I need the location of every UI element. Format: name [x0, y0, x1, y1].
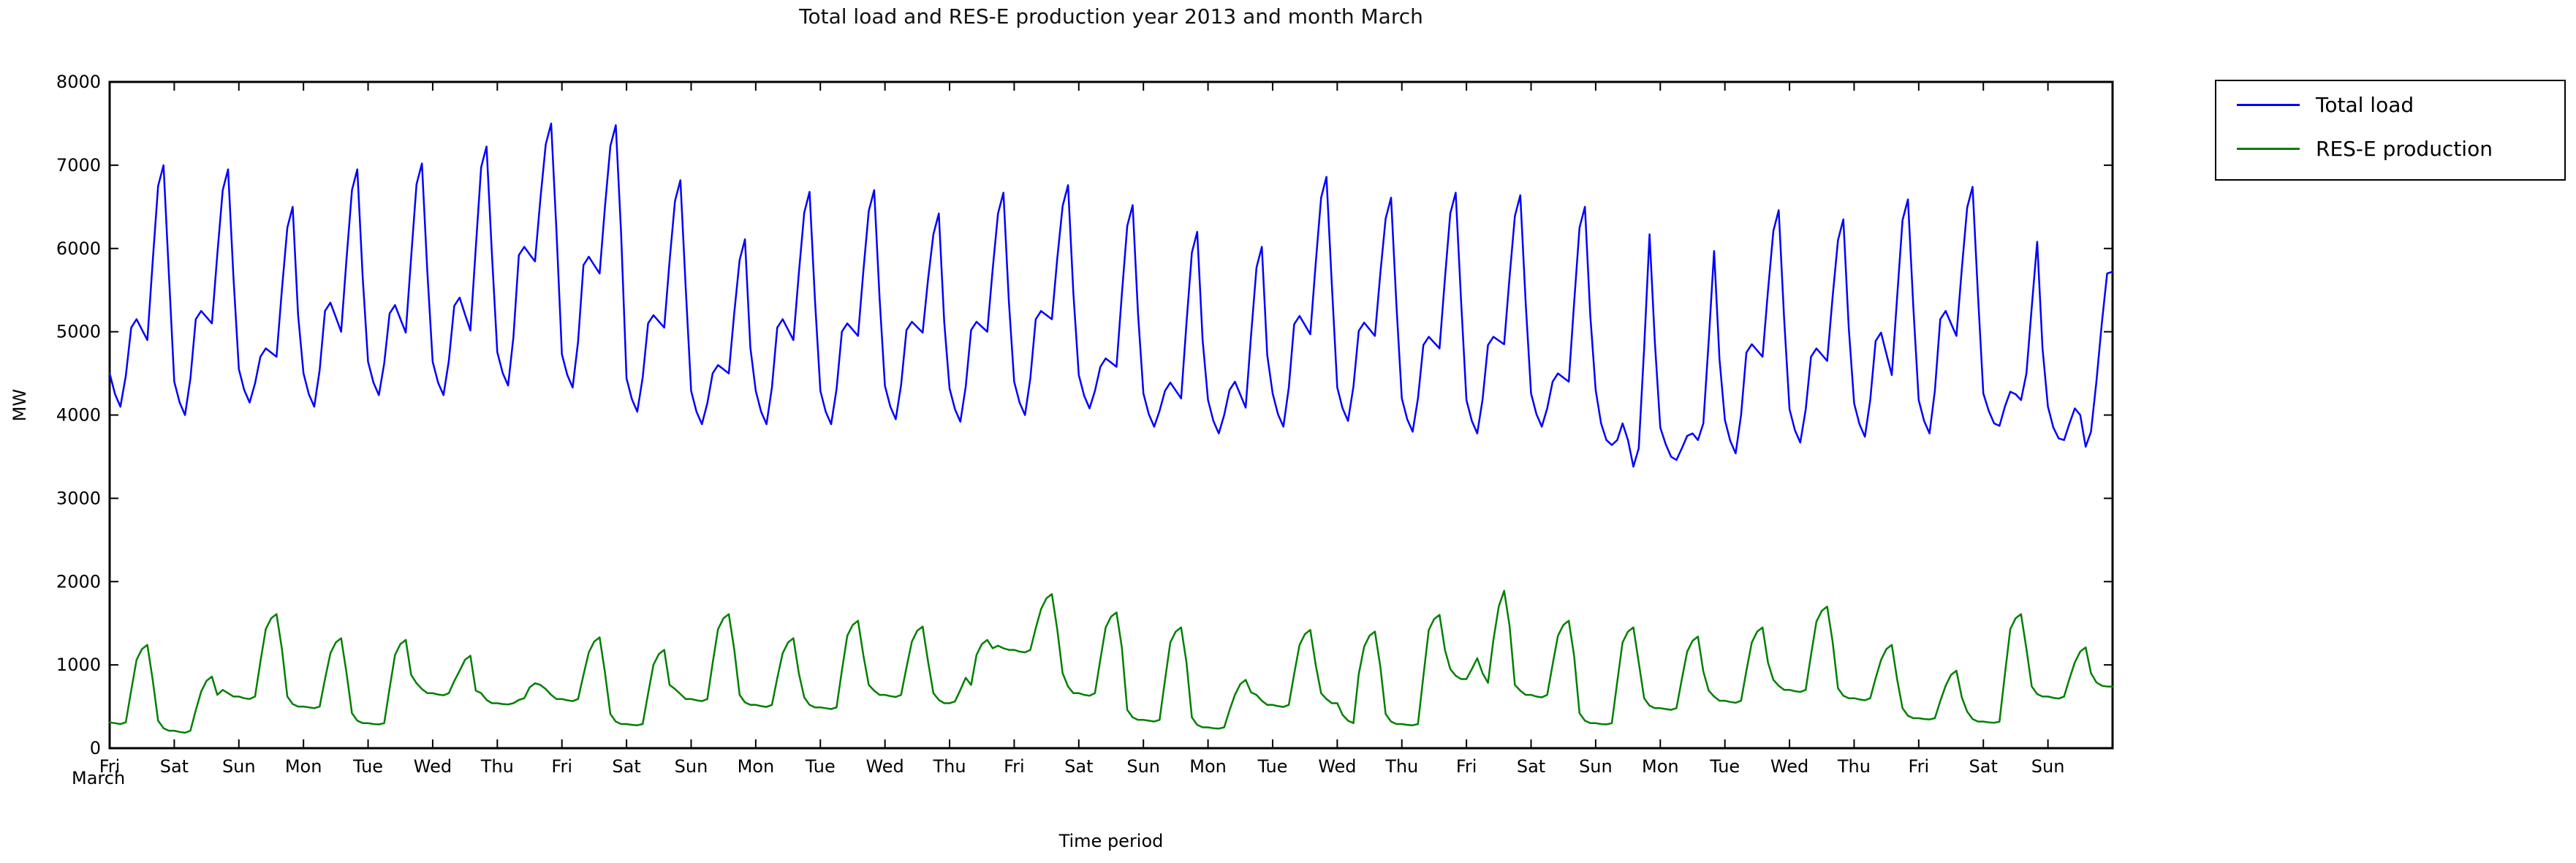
x-tick-label: Wed [1770, 756, 1808, 777]
x-tick-label: Tue [352, 756, 383, 777]
x-tick-label: Sun [2031, 756, 2065, 777]
x-tick-label: Sun [1126, 756, 1160, 777]
series-res-e-production [108, 589, 2114, 734]
y-tick-label: 4000 [56, 405, 101, 426]
x-tick-label: Fri [1456, 756, 1477, 777]
y-tick-label: 2000 [56, 571, 101, 592]
x-tick-label: Mon [1189, 756, 1227, 777]
x-tick-label: Wed [865, 756, 904, 777]
x-tick-label: Thu [480, 756, 514, 777]
legend-item-total-load[interactable]: Total load [2216, 81, 2564, 128]
series-total-load [108, 122, 2114, 468]
month-label: March [72, 768, 126, 788]
x-tick-label: Sun [675, 756, 708, 777]
x-tick-label: Wed [414, 756, 452, 777]
legend-label-total-load: Total load [2316, 92, 2414, 117]
x-tick-label: Sat [612, 756, 640, 777]
y-tick-label: 1000 [56, 655, 101, 675]
x-tick-label: Fri [1004, 756, 1025, 777]
x-tick-label: Thu [932, 756, 966, 777]
x-tick-label: Fri [551, 756, 572, 777]
x-tick-label: Mon [1642, 756, 1679, 777]
plot-area: Fri Sat Sun Mon Tue Wed Thu Fri Sat Sun Mon Tue Wed T… [56, 72, 2114, 777]
x-tick-label: Sat [160, 756, 189, 777]
y-tick-label: 5000 [56, 322, 101, 342]
x-tick-label: Sat [1064, 756, 1093, 777]
res-e-production-line-swatch [2237, 147, 2300, 150]
total-load-line-swatch [2237, 103, 2300, 106]
x-tick-label: Tue [805, 756, 836, 777]
x-tick-label: Sun [222, 756, 256, 777]
legend-item-res-e-production[interactable]: RES-E production [2216, 128, 2564, 169]
y-tick-label: 6000 [56, 238, 101, 259]
y-tick-label: 8000 [56, 72, 101, 92]
legend-box: Total load RES-E production [2215, 80, 2566, 181]
y-tick-label: 0 [90, 738, 101, 758]
legend-label-res-e-production: RES-E production [2316, 136, 2493, 161]
y-tick-label: 7000 [56, 155, 101, 176]
x-axis-label: Time period [1058, 831, 1164, 851]
x-tick-label: Wed [1318, 756, 1356, 777]
x-tick-label: Thu [1837, 756, 1871, 777]
x-tick-label: Mon [285, 756, 322, 777]
y-tick-label: 3000 [56, 488, 101, 508]
x-tick-label: Sun [1579, 756, 1613, 777]
x-tick-label: Sat [1969, 756, 1998, 777]
x-tick-label: Thu [1384, 756, 1418, 777]
chart-title: Total load and RES-E production year 201… [799, 4, 1423, 29]
x-tick-label: Tue [1257, 756, 1287, 777]
x-tick-label: Tue [1709, 756, 1740, 777]
x-tick-label: Fri [1909, 756, 1930, 777]
x-tick-label: Sat [1517, 756, 1545, 777]
x-tick-label: Mon [738, 756, 775, 777]
x-tick-label: Fri [99, 756, 121, 777]
